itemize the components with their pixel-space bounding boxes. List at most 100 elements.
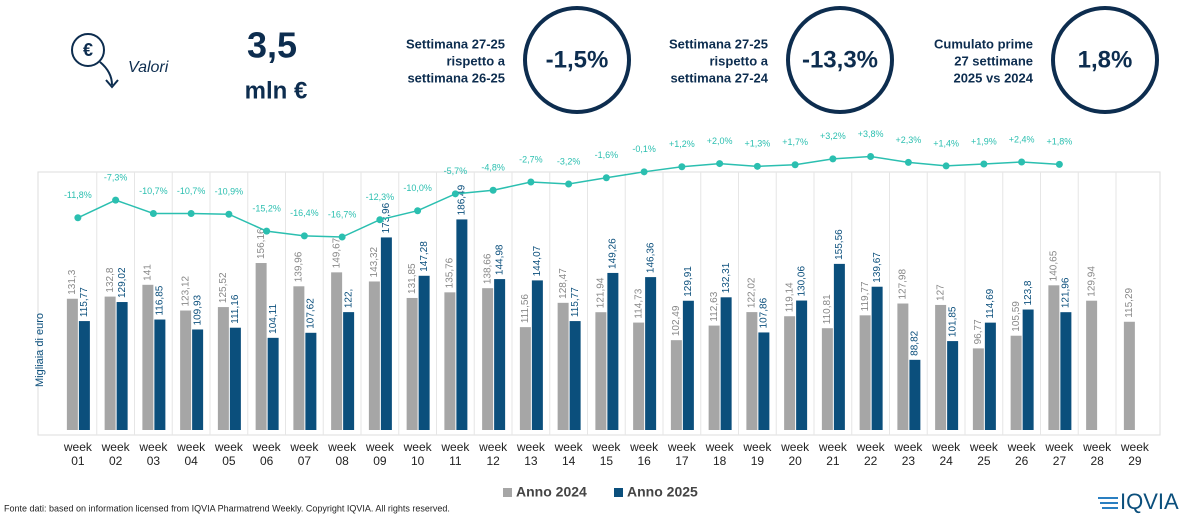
bar [1086,300,1098,430]
line-value-label: -10,9% [215,187,244,197]
bar [456,219,468,430]
bar [947,341,959,430]
line-value-label: -10,7% [177,186,206,196]
x-tick-label: week 07 [290,440,319,468]
x-tick-label: week 29 [1120,440,1149,468]
line-value-label: -16,4% [290,208,319,218]
bar [418,275,430,430]
bar-value-label: 156,16 [256,228,267,259]
bar [1022,309,1034,430]
bar-value-label: 107,62 [306,298,317,329]
line-value-label: +1,4% [933,138,959,148]
line-value-label: -11,8% [64,190,92,200]
line-point [942,162,950,170]
bar [859,315,871,430]
legend-swatch [503,488,512,497]
bar [1010,335,1022,430]
bar [871,286,883,430]
legend-swatch [614,488,623,497]
bar-value-label: 155,56 [834,229,845,260]
kpi-circle [786,6,894,114]
kpi-circle [1051,6,1159,114]
legend-label: Anno 2025 [627,484,698,500]
x-tick-label: week 10 [403,440,432,468]
bar-value-label: 140,65 [1049,250,1060,281]
bar-value-label: 131,85 [407,263,418,294]
bar [66,298,78,430]
bar-value-label: 132,8 [105,267,116,292]
line-value-label: -15,2% [252,204,281,214]
bar-value-label: 112,63 [709,291,720,321]
x-tick-label: week 23 [894,440,923,468]
line-value-label: -12,3% [366,192,395,202]
bar-value-label: 146,36 [645,242,656,273]
bar-value-label: 88,82 [910,330,921,355]
bar [972,348,984,430]
bar-value-label: 138,66 [482,253,493,284]
kpi-label: Settimana 27-25 [406,36,505,51]
bar-value-label: 129,91 [683,266,694,297]
bar [746,312,758,430]
bar-value-label: 111,16 [230,294,241,324]
bar-value-label: 115,77 [79,287,90,317]
x-tick-label: week 11 [441,440,470,468]
line-point [527,178,535,186]
logo: IQVIA [1120,489,1179,514]
x-tick-label: week 19 [743,440,772,468]
header-unit: mln € [245,77,308,104]
bar [708,325,720,430]
bar-value-label: 115,77 [570,287,581,317]
kpi-label: rispetto a [709,53,768,68]
y-axis-label: Migliaia di euro [34,313,46,387]
bar [229,327,241,430]
line-point [414,207,422,215]
line-value-label: +3,8% [858,129,884,139]
logo-lines [1098,497,1118,509]
bar-value-label: 122,02 [747,277,758,308]
bar-value-label: 101,85 [947,306,958,337]
line-point [716,160,724,168]
bar-value-label: 121,96 [1061,277,1072,308]
line-value-label: -10,7% [139,186,168,196]
bar-value-label: 127 [935,284,946,301]
line-value-label: +1,7% [782,137,808,147]
legend-label: Anno 2024 [516,484,587,500]
bar-value-label: 107,86 [759,297,770,328]
bar-value-label: 114,69 [985,288,996,318]
bar-value-label: 129,94 [1086,266,1097,297]
line-point [602,174,610,182]
bar-value-label: 132,31 [721,262,732,293]
bar [217,307,229,430]
bar [935,304,947,430]
x-tick-label: week 17 [667,440,696,468]
bar [607,272,619,430]
bar [758,332,770,430]
bar-value-label: 128,47 [558,268,569,299]
line-point [489,186,497,194]
x-tick-label: week 16 [630,440,659,468]
bar [1123,321,1135,430]
line-value-label: +1,3% [744,139,770,149]
bar-value-label: 109,93 [192,294,203,325]
line-value-label: -5,7% [444,166,468,176]
x-tick-label: week 15 [592,440,621,468]
line-value-label: +2,4% [1009,134,1035,144]
kpi-value: 1,8% [1078,46,1133,73]
bar [104,296,116,430]
bar-value-label: 102,49 [671,305,682,336]
line-value-label: -0,1% [632,144,656,154]
bar [670,340,682,430]
header-value: 3,5 [247,25,297,66]
line-point [904,158,912,166]
bar [267,337,279,430]
x-tick-label: week 01 [63,440,92,468]
euro-icon-symbol: € [83,40,93,60]
bar-value-label: 125,52 [218,272,229,303]
x-tick-label: week 26 [1007,440,1036,468]
bar [569,321,581,430]
bar-value-label: 96,77 [973,319,984,344]
x-tick-label: week 22 [856,440,885,468]
line-point [225,210,233,218]
line-point [678,163,686,171]
bar-value-label: 127,98 [898,269,909,300]
